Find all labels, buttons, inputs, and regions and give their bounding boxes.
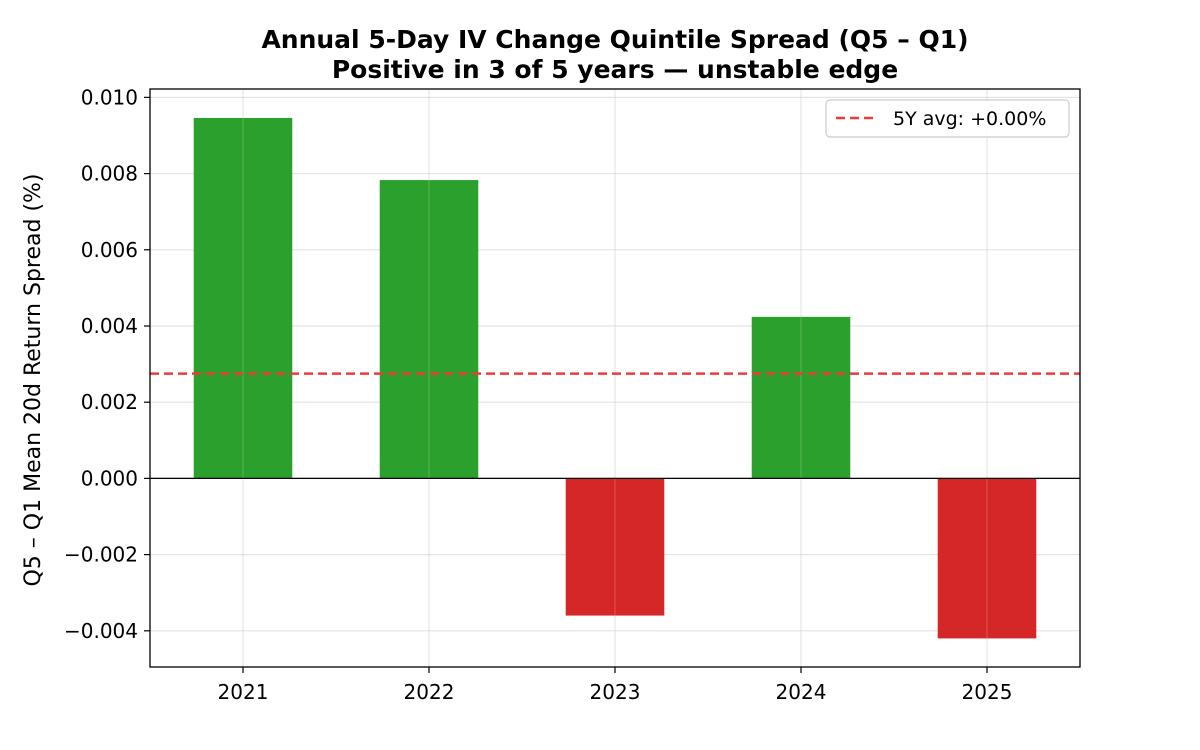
legend-box — [825, 99, 1070, 138]
y-tick-label: −0.004 — [64, 619, 138, 643]
bars — [193, 117, 1037, 639]
y-axis-label: Q5 – Q1 Mean 20d Return Spread (%) — [21, 173, 46, 586]
chart-subtitle: Positive in 3 of 5 years — unstable edge — [332, 55, 898, 84]
y-tick-label: 0.010 — [81, 85, 138, 109]
x-tick-label: 2021 — [218, 680, 269, 704]
x-tick-label: 2023 — [590, 680, 641, 704]
bar-2024 — [751, 316, 851, 479]
y-tick-label: −0.002 — [64, 543, 138, 567]
y-tick-label: 0.004 — [81, 314, 138, 338]
y-gridlines — [150, 96, 1080, 632]
y-tick-label: 0.006 — [81, 238, 138, 262]
bar-2025 — [937, 478, 1037, 639]
x-axis-ticks: 2021 2022 2023 2024 2025 — [218, 667, 1013, 704]
y-tick-label: 0.008 — [81, 162, 138, 186]
x-tick-label: 2024 — [776, 680, 827, 704]
bar-2021 — [193, 117, 293, 479]
legend-average-label: 5Y avg: +0.00% — [893, 108, 1046, 130]
y-tick-label: 0.002 — [81, 390, 138, 414]
x-tick-label: 2022 — [404, 680, 455, 704]
y-tick-label: 0.000 — [81, 466, 138, 490]
legend: 5Y avg: +0.00% — [825, 99, 1070, 138]
x-tick-label: 2025 — [962, 680, 1013, 704]
chart-title: Annual 5-Day IV Change Quintile Spread (… — [261, 25, 968, 54]
x-gridlines-overlay — [242, 89, 988, 667]
bar-2022 — [379, 180, 479, 479]
bar-2023 — [565, 478, 665, 616]
y-axis-ticks: −0.004 −0.002 0.000 0.002 0.004 0.006 0.008 0.0… — [64, 85, 150, 643]
